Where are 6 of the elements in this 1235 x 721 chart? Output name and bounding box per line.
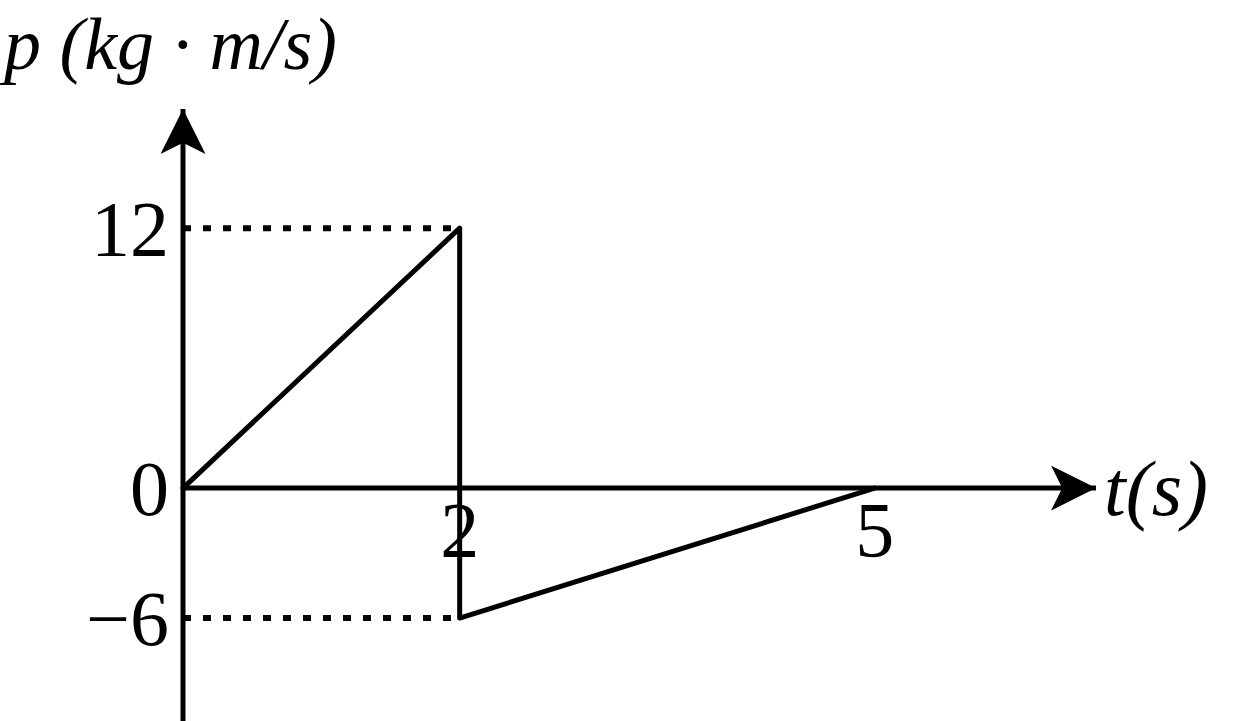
- y-axis-title: p (kg · m/s): [0, 3, 337, 85]
- x-axis-title: t(s): [1104, 444, 1208, 532]
- y-tick-label: 0: [130, 444, 169, 532]
- y-tick-label: 12: [91, 184, 169, 272]
- x-tick-label: 5: [855, 486, 895, 574]
- y-tick-label: −6: [86, 574, 169, 662]
